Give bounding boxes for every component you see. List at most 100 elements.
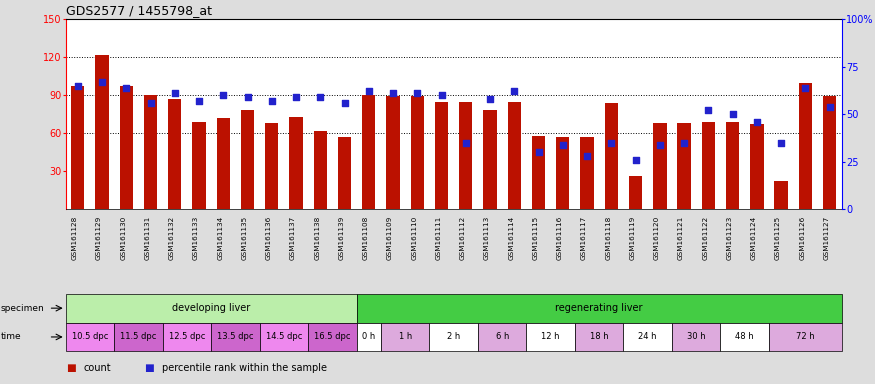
Bar: [357, 323, 381, 351]
Text: time: time: [1, 333, 22, 341]
Text: GSM161131: GSM161131: [144, 216, 150, 260]
Point: [483, 96, 497, 102]
Text: 30 h: 30 h: [687, 333, 705, 341]
Point: [338, 100, 352, 106]
Point: [628, 157, 642, 163]
Text: 48 h: 48 h: [735, 333, 754, 341]
Bar: [260, 323, 308, 351]
Point: [774, 140, 788, 146]
Text: GSM161111: GSM161111: [436, 216, 442, 260]
Text: ■: ■: [66, 363, 75, 373]
Bar: [120, 86, 133, 209]
Bar: [357, 294, 842, 323]
Bar: [144, 95, 158, 209]
Bar: [71, 86, 84, 209]
Text: developing liver: developing liver: [172, 303, 250, 313]
Bar: [308, 323, 357, 351]
Text: GSM161139: GSM161139: [339, 216, 345, 260]
Point: [435, 92, 449, 98]
Bar: [750, 124, 764, 209]
Text: GSM161126: GSM161126: [800, 216, 805, 260]
Bar: [575, 323, 624, 351]
Text: GSM161116: GSM161116: [556, 216, 563, 260]
Text: GSM161121: GSM161121: [678, 216, 684, 260]
Bar: [556, 137, 570, 209]
Text: 12.5 dpc: 12.5 dpc: [169, 333, 205, 341]
Bar: [114, 323, 163, 351]
Bar: [483, 111, 497, 209]
Bar: [66, 294, 357, 323]
Bar: [726, 122, 739, 209]
Bar: [217, 118, 230, 209]
Text: GSM161125: GSM161125: [775, 216, 781, 260]
Text: GSM161136: GSM161136: [266, 216, 272, 260]
Bar: [435, 102, 448, 209]
Bar: [799, 83, 812, 209]
Text: GSM161132: GSM161132: [169, 216, 175, 260]
Text: 72 h: 72 h: [796, 333, 815, 341]
Bar: [168, 99, 181, 209]
Bar: [527, 323, 575, 351]
Text: GSM161122: GSM161122: [703, 216, 709, 260]
Text: GSM161128: GSM161128: [72, 216, 78, 260]
Bar: [362, 95, 375, 209]
Point: [532, 149, 546, 156]
Point: [144, 100, 158, 106]
Point: [410, 90, 424, 96]
Bar: [66, 323, 114, 351]
Bar: [410, 96, 424, 209]
Text: GSM161120: GSM161120: [654, 216, 660, 260]
Point: [653, 142, 667, 148]
Text: GSM161117: GSM161117: [581, 216, 587, 260]
Text: GSM161112: GSM161112: [460, 216, 466, 260]
Bar: [605, 103, 618, 209]
Point: [677, 140, 691, 146]
Text: 10.5 dpc: 10.5 dpc: [72, 333, 108, 341]
Bar: [241, 111, 255, 209]
Point: [386, 90, 400, 96]
Bar: [381, 323, 430, 351]
Point: [702, 108, 716, 114]
Bar: [478, 323, 527, 351]
Text: GSM161113: GSM161113: [484, 216, 490, 260]
Text: GSM161124: GSM161124: [751, 216, 757, 260]
Bar: [387, 96, 400, 209]
Text: 6 h: 6 h: [495, 333, 509, 341]
Bar: [338, 137, 351, 209]
Text: 18 h: 18 h: [590, 333, 608, 341]
Text: GSM161134: GSM161134: [217, 216, 223, 260]
Bar: [629, 176, 642, 209]
Bar: [823, 96, 836, 209]
Bar: [774, 181, 788, 209]
Bar: [163, 323, 211, 351]
Point: [580, 153, 594, 159]
Point: [822, 104, 836, 110]
Point: [241, 94, 255, 100]
Point: [507, 88, 522, 94]
Text: GSM161115: GSM161115: [533, 216, 539, 260]
Point: [265, 98, 279, 104]
Point: [798, 84, 812, 91]
Text: GSM161123: GSM161123: [726, 216, 732, 260]
Text: GSM161114: GSM161114: [508, 216, 514, 260]
Bar: [769, 323, 842, 351]
Bar: [677, 123, 690, 209]
Text: percentile rank within the sample: percentile rank within the sample: [162, 363, 327, 373]
Bar: [653, 123, 667, 209]
Text: regenerating liver: regenerating liver: [556, 303, 643, 313]
Text: GSM161109: GSM161109: [387, 216, 393, 260]
Text: 1 h: 1 h: [398, 333, 412, 341]
Text: ■: ■: [144, 363, 154, 373]
Bar: [313, 131, 327, 209]
Bar: [459, 102, 472, 209]
Bar: [507, 102, 521, 209]
Point: [95, 79, 109, 85]
Point: [750, 119, 764, 125]
Text: GSM161130: GSM161130: [120, 216, 126, 260]
Text: GSM161137: GSM161137: [290, 216, 296, 260]
Bar: [430, 323, 478, 351]
Text: 2 h: 2 h: [447, 333, 460, 341]
Point: [725, 111, 739, 118]
Bar: [192, 122, 206, 209]
Text: GSM161133: GSM161133: [193, 216, 199, 260]
